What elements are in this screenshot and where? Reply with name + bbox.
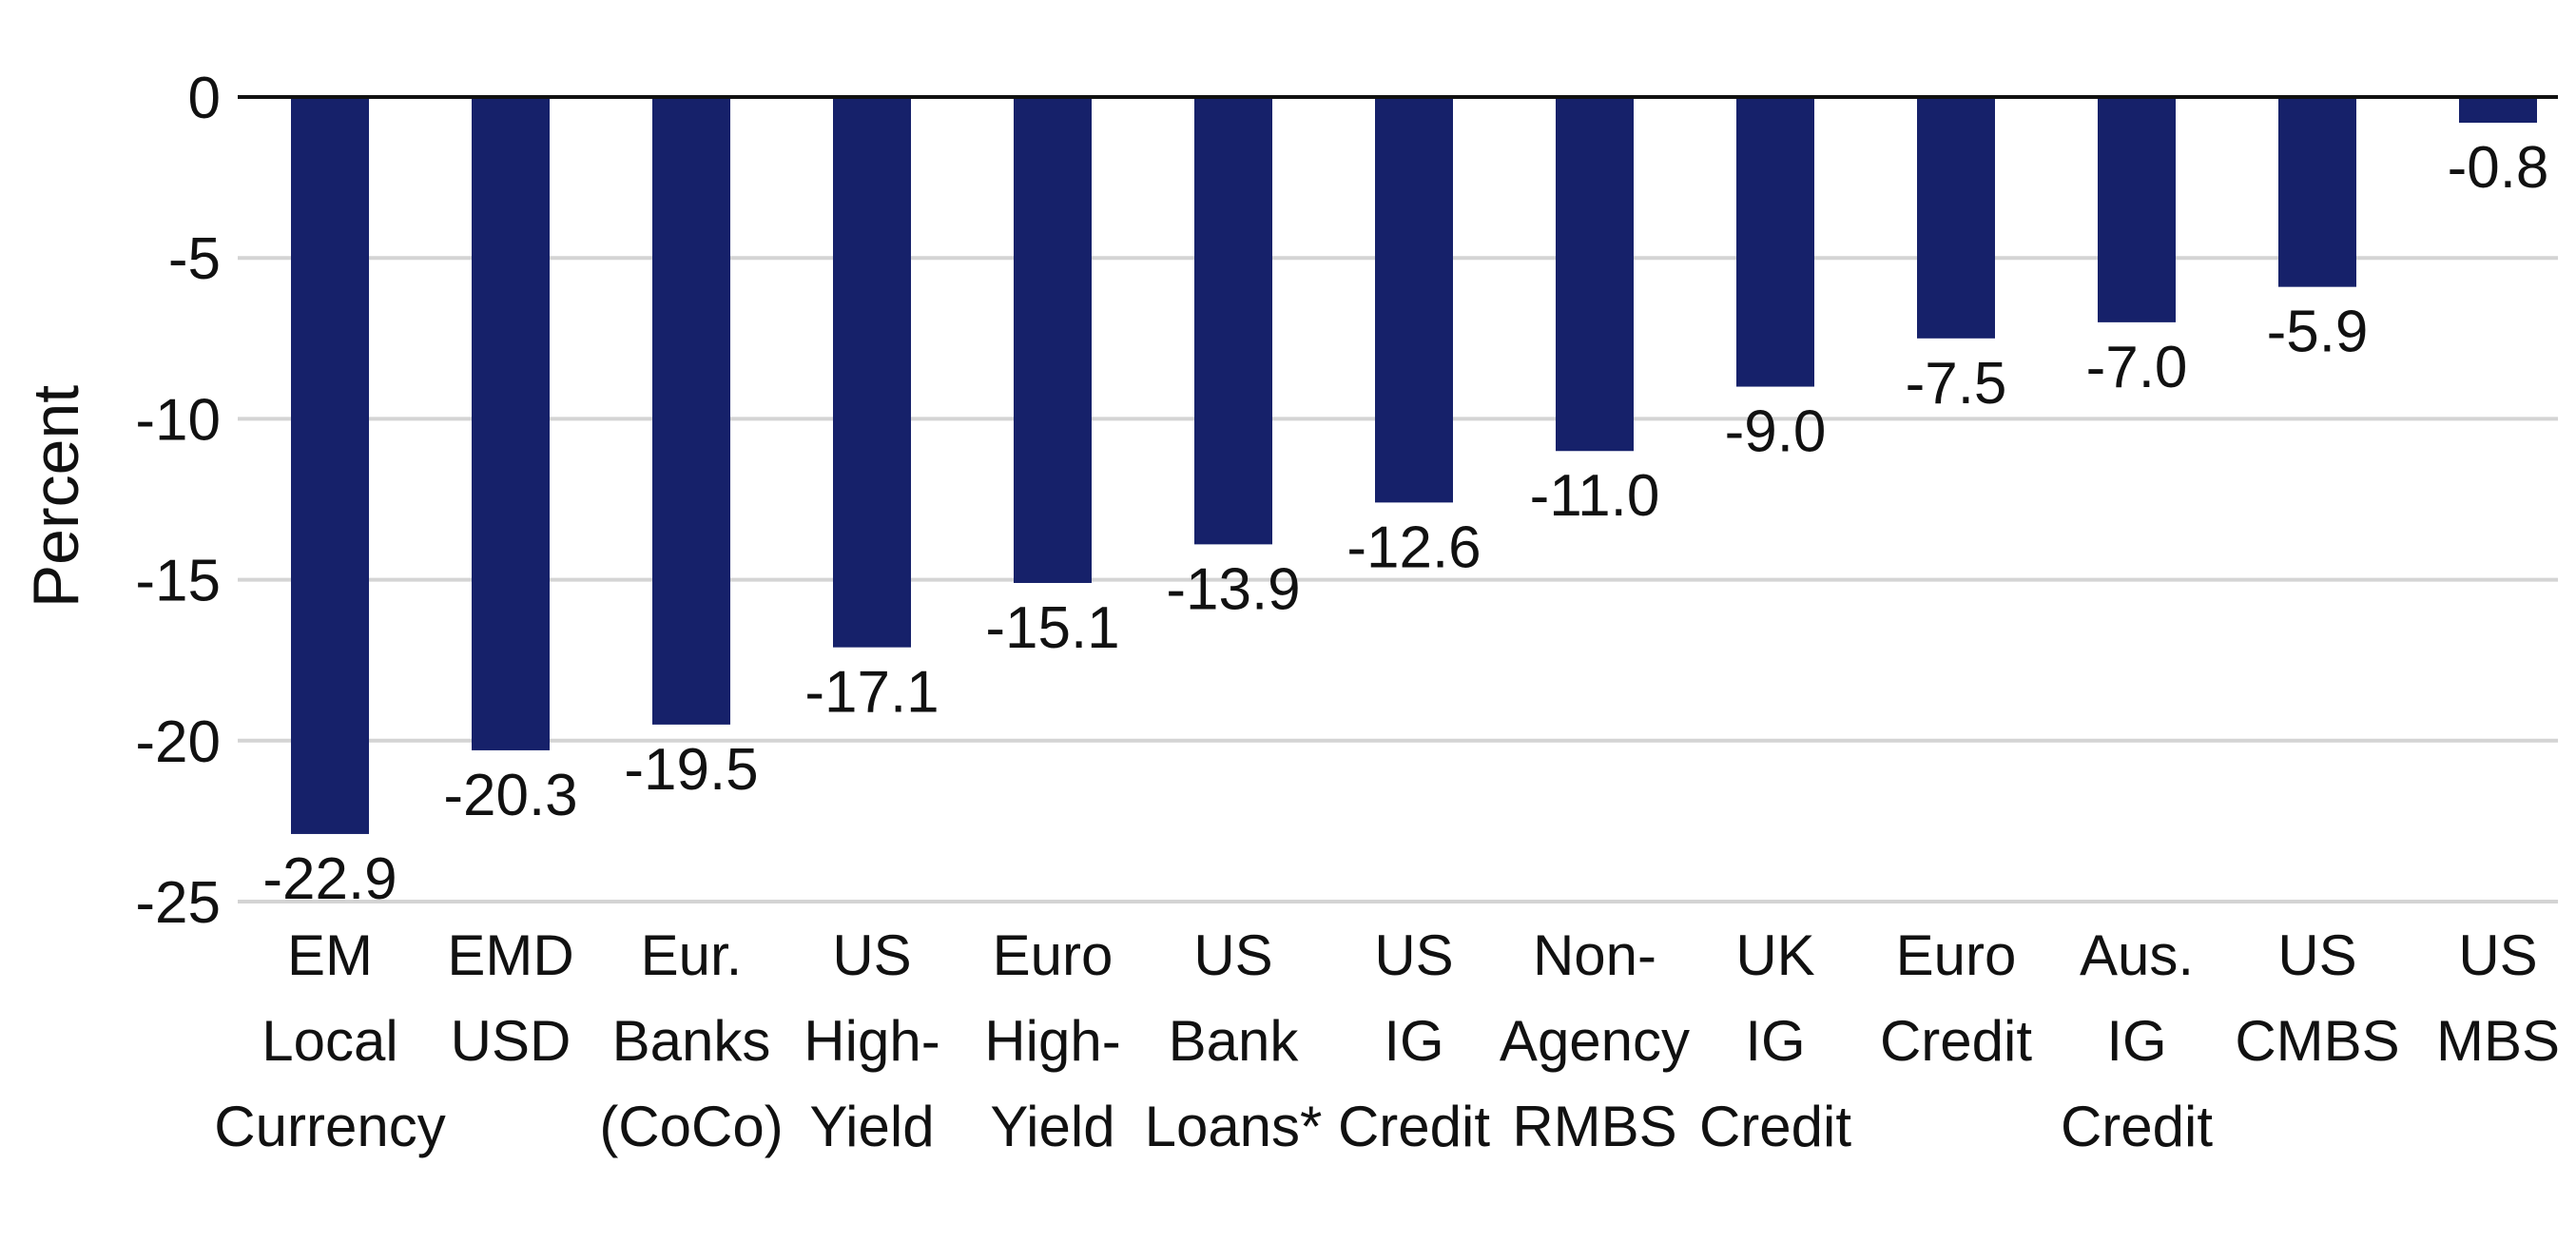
category-label-line: High- — [984, 1009, 1120, 1073]
category-label: EM Local Currency — [214, 923, 445, 1158]
data-label: -9.0 — [1725, 399, 1827, 465]
category-label-line: USD — [451, 1009, 571, 1073]
category-label-line: Euro — [1896, 923, 2017, 987]
category-labels: EM Local Currency EMD USD Eur. Banks (CoCo) US Hi… — [214, 923, 2560, 1158]
category-label-line: Agency — [1500, 1009, 1690, 1073]
data-label: -19.5 — [624, 737, 758, 803]
category-label-line: IG — [2106, 1009, 2166, 1073]
category-label: Euro High- Yield — [984, 923, 1120, 1158]
bar — [833, 97, 911, 648]
data-label: -0.8 — [2448, 135, 2549, 201]
category-label: Non- Agency RMBS — [1500, 923, 1690, 1158]
bars — [291, 97, 2537, 834]
category-label-line: US — [2277, 923, 2356, 987]
data-label: -12.6 — [1346, 515, 1481, 580]
data-label: -17.1 — [804, 660, 939, 726]
data-label: -22.9 — [262, 846, 397, 912]
y-tick-label: -20 — [135, 709, 221, 775]
bar — [1736, 97, 1814, 387]
data-label: -15.1 — [985, 595, 1119, 661]
bar — [2459, 97, 2537, 124]
data-label: -7.5 — [1906, 351, 2007, 417]
category-label: Eur. Banks (CoCo) — [599, 923, 783, 1158]
bar — [1014, 97, 1092, 583]
category-label-line: Non- — [1533, 923, 1656, 987]
category-label-line: UK — [1735, 923, 1814, 987]
y-tick-label: 0 — [188, 66, 221, 131]
bar — [1375, 97, 1453, 503]
category-label-line: US — [2458, 923, 2537, 987]
category-label: US CMBS — [2235, 923, 2399, 1073]
category-label: UK IG Credit — [1699, 923, 1851, 1158]
category-label-line: US — [1193, 923, 1272, 987]
category-label-line: Local — [261, 1009, 397, 1073]
y-axis-ticks: 0 -5 -10 -15 -20 -25 — [135, 66, 221, 936]
bar — [1556, 97, 1634, 452]
category-label-line: US — [1374, 923, 1453, 987]
category-label-line: Currency — [214, 1095, 445, 1158]
bar — [1917, 97, 1995, 339]
y-tick-label: -15 — [135, 549, 221, 614]
category-label: US IG Credit — [1338, 923, 1490, 1158]
category-label: US High- Yield — [804, 923, 939, 1158]
category-label-line: CMBS — [2235, 1009, 2399, 1073]
category-label-line: Yield — [809, 1095, 934, 1158]
data-label: -20.3 — [443, 763, 577, 828]
category-label-line: Credit — [1880, 1009, 2032, 1073]
category-label: EMD USD — [447, 923, 573, 1073]
category-label-line: EMD — [447, 923, 573, 987]
y-tick-label: -5 — [168, 226, 221, 292]
category-label-line: Credit — [2061, 1095, 2213, 1158]
data-label: -11.0 — [1530, 463, 1660, 529]
category-label: Euro Credit — [1880, 923, 2032, 1073]
bar — [291, 97, 369, 834]
category-label-line: US — [832, 923, 911, 987]
bar — [652, 97, 730, 725]
data-label: -7.0 — [2086, 335, 2188, 400]
bar — [1194, 97, 1272, 545]
y-axis-title: Percent — [20, 385, 92, 608]
y-tick-label: -10 — [135, 387, 221, 453]
bar — [2278, 97, 2356, 287]
category-label: US MBS — [2436, 923, 2560, 1073]
category-label-line: Banks — [612, 1009, 771, 1073]
category-label-line: Bank — [1169, 1009, 1300, 1073]
data-label: -5.9 — [2267, 300, 2369, 365]
category-label-line: RMBS — [1512, 1095, 1676, 1158]
category-label-line: (CoCo) — [599, 1095, 783, 1158]
data-labels: -22.9 -20.3 -19.5 -17.1 -15.1 -13.9 -12.6 -11.0… — [262, 135, 2548, 912]
category-label-line: EM — [287, 923, 373, 987]
bar — [2098, 97, 2176, 322]
category-label-line: High- — [804, 1009, 939, 1073]
category-label-line: IG — [1745, 1009, 1805, 1073]
category-label-line: Eur. — [641, 923, 743, 987]
category-label-line: Loans* — [1145, 1095, 1323, 1158]
category-label: US Bank Loans* — [1145, 923, 1323, 1158]
category-label-line: MBS — [2436, 1009, 2560, 1073]
category-label: Aus. IG Credit — [2061, 923, 2213, 1158]
bar — [472, 97, 550, 750]
category-label-line: Credit — [1338, 1095, 1490, 1158]
category-label-line: Euro — [993, 923, 1114, 987]
category-label-line: IG — [1384, 1009, 1443, 1073]
category-label-line: Aus. — [2080, 923, 2194, 987]
category-label-line: Yield — [990, 1095, 1114, 1158]
y-tick-label: -25 — [135, 870, 221, 936]
category-label-line: Credit — [1699, 1095, 1851, 1158]
data-label: -13.9 — [1166, 556, 1300, 622]
